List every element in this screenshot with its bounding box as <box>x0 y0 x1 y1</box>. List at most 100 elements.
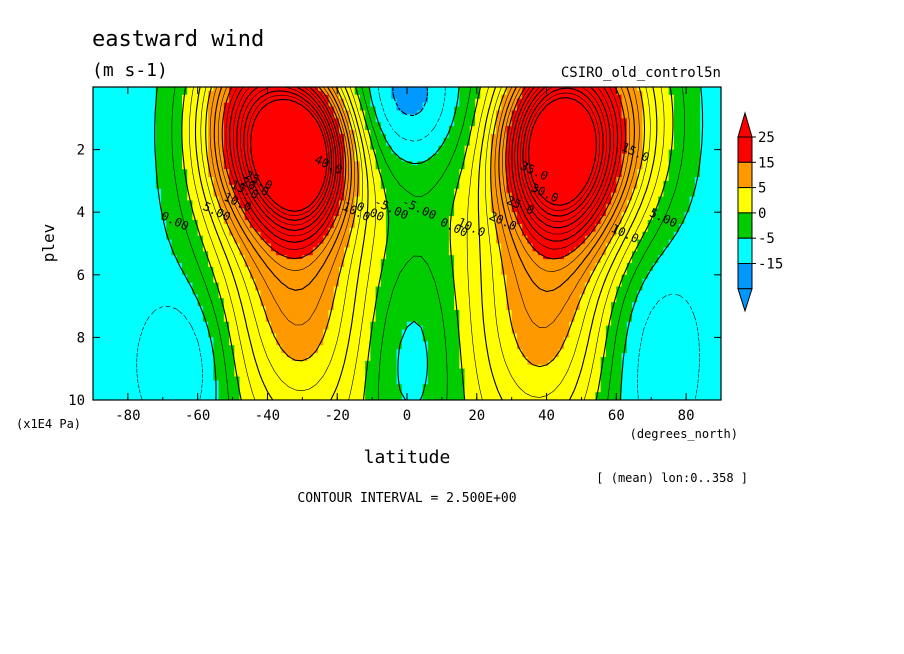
heatmap-cell <box>673 212 680 217</box>
heatmap-cell <box>689 223 696 229</box>
heatmap-cell <box>124 173 131 178</box>
heatmap-cell <box>459 220 466 225</box>
heatmap-cell <box>328 133 335 139</box>
heatmap-cell <box>485 188 492 194</box>
heatmap-cell <box>344 231 351 237</box>
heatmap-cell <box>396 223 403 229</box>
heatmap-cell <box>223 114 230 119</box>
heatmap-cell <box>443 235 450 241</box>
heatmap-cell <box>344 239 351 245</box>
heatmap-cell <box>202 184 209 190</box>
heatmap-cell <box>506 153 513 159</box>
heatmap-cell <box>202 153 209 159</box>
heatmap-cell <box>129 180 136 186</box>
heatmap-cell <box>475 106 481 112</box>
heatmap-cell <box>380 200 387 205</box>
heatmap-cell <box>668 102 675 108</box>
heatmap-cell <box>689 137 696 143</box>
heatmap-cell <box>553 87 560 92</box>
heatmap-cell <box>412 208 419 213</box>
heatmap-cell <box>642 204 649 209</box>
heatmap-cell <box>380 106 387 112</box>
heatmap-cell <box>490 223 497 229</box>
heatmap-cell <box>260 133 267 139</box>
heatmap-cell <box>448 216 455 221</box>
heatmap-cell <box>318 161 324 166</box>
heatmap-cell <box>119 114 125 119</box>
heatmap-cell <box>569 149 576 155</box>
heatmap-cell <box>558 212 565 217</box>
heatmap-cell <box>119 122 125 127</box>
heatmap-cell <box>480 173 487 178</box>
heatmap-cell <box>171 165 178 170</box>
heatmap-cell <box>663 161 670 166</box>
heatmap-cell <box>689 204 696 209</box>
heatmap-cell <box>710 188 717 194</box>
heatmap-cell <box>401 176 408 182</box>
heatmap-cell <box>689 126 696 131</box>
heatmap-cell <box>412 106 419 112</box>
heatmap-cell <box>611 126 617 131</box>
heatmap-cell <box>673 122 680 127</box>
heatmap-cell <box>129 169 136 174</box>
heatmap-cell <box>370 90 377 96</box>
heatmap-cell <box>380 220 387 225</box>
heatmap-cell <box>134 227 141 233</box>
heatmap-cell <box>407 184 413 190</box>
heatmap-cell <box>433 98 439 104</box>
heatmap-cell <box>569 153 576 159</box>
heatmap-cell <box>668 165 675 170</box>
heatmap-cell <box>663 239 670 245</box>
heatmap-cell <box>103 200 110 205</box>
heatmap-cell <box>584 169 591 174</box>
heatmap-cell <box>155 98 162 104</box>
heatmap-cell <box>181 161 188 166</box>
heatmap-cell <box>349 208 356 213</box>
heatmap-cell <box>668 220 675 225</box>
heatmap-cell <box>427 102 434 108</box>
heatmap-cell <box>401 212 408 217</box>
heatmap-cell <box>380 102 387 108</box>
heatmap-cell <box>543 161 549 166</box>
heatmap-cell <box>318 94 324 100</box>
heatmap-cell <box>532 110 539 115</box>
heatmap-cell <box>632 208 638 213</box>
heatmap-cell <box>260 130 267 135</box>
heatmap-cell <box>621 157 628 162</box>
heatmap-cell <box>715 188 721 194</box>
heatmap-cell <box>443 180 450 186</box>
heatmap-cell <box>495 87 502 92</box>
heatmap-cell <box>480 231 487 237</box>
heatmap-cell <box>145 227 152 233</box>
heatmap-cell <box>501 196 508 202</box>
heatmap-cell <box>433 196 439 202</box>
heatmap-cell <box>407 165 413 170</box>
heatmap-cell <box>239 173 246 178</box>
heatmap-cell <box>260 176 267 182</box>
heatmap-cell <box>328 235 335 241</box>
heatmap-cell <box>705 130 712 135</box>
heatmap-cell <box>140 212 146 217</box>
heatmap-cell <box>286 145 293 151</box>
heatmap-cell <box>218 200 225 205</box>
heatmap-cell <box>140 235 146 241</box>
heatmap-cell <box>370 165 377 170</box>
heatmap-cell <box>584 216 591 221</box>
heatmap-cell <box>621 126 628 131</box>
heatmap-cell <box>459 180 466 186</box>
heatmap-cell <box>134 130 141 135</box>
heatmap-cell <box>543 169 549 174</box>
heatmap-cell <box>652 169 659 174</box>
heatmap-cell <box>454 247 460 252</box>
heatmap-cell <box>323 227 330 233</box>
heatmap-cell <box>270 192 277 198</box>
heatmap-cell <box>689 243 696 249</box>
heatmap-cell <box>417 149 424 155</box>
heatmap-cell <box>553 94 560 100</box>
heatmap-cell <box>433 106 439 112</box>
heatmap-cell <box>318 204 324 209</box>
heatmap-cell <box>302 110 309 115</box>
heatmap-cell <box>218 145 225 151</box>
heatmap-cell <box>548 200 555 205</box>
heatmap-cell <box>176 90 183 96</box>
